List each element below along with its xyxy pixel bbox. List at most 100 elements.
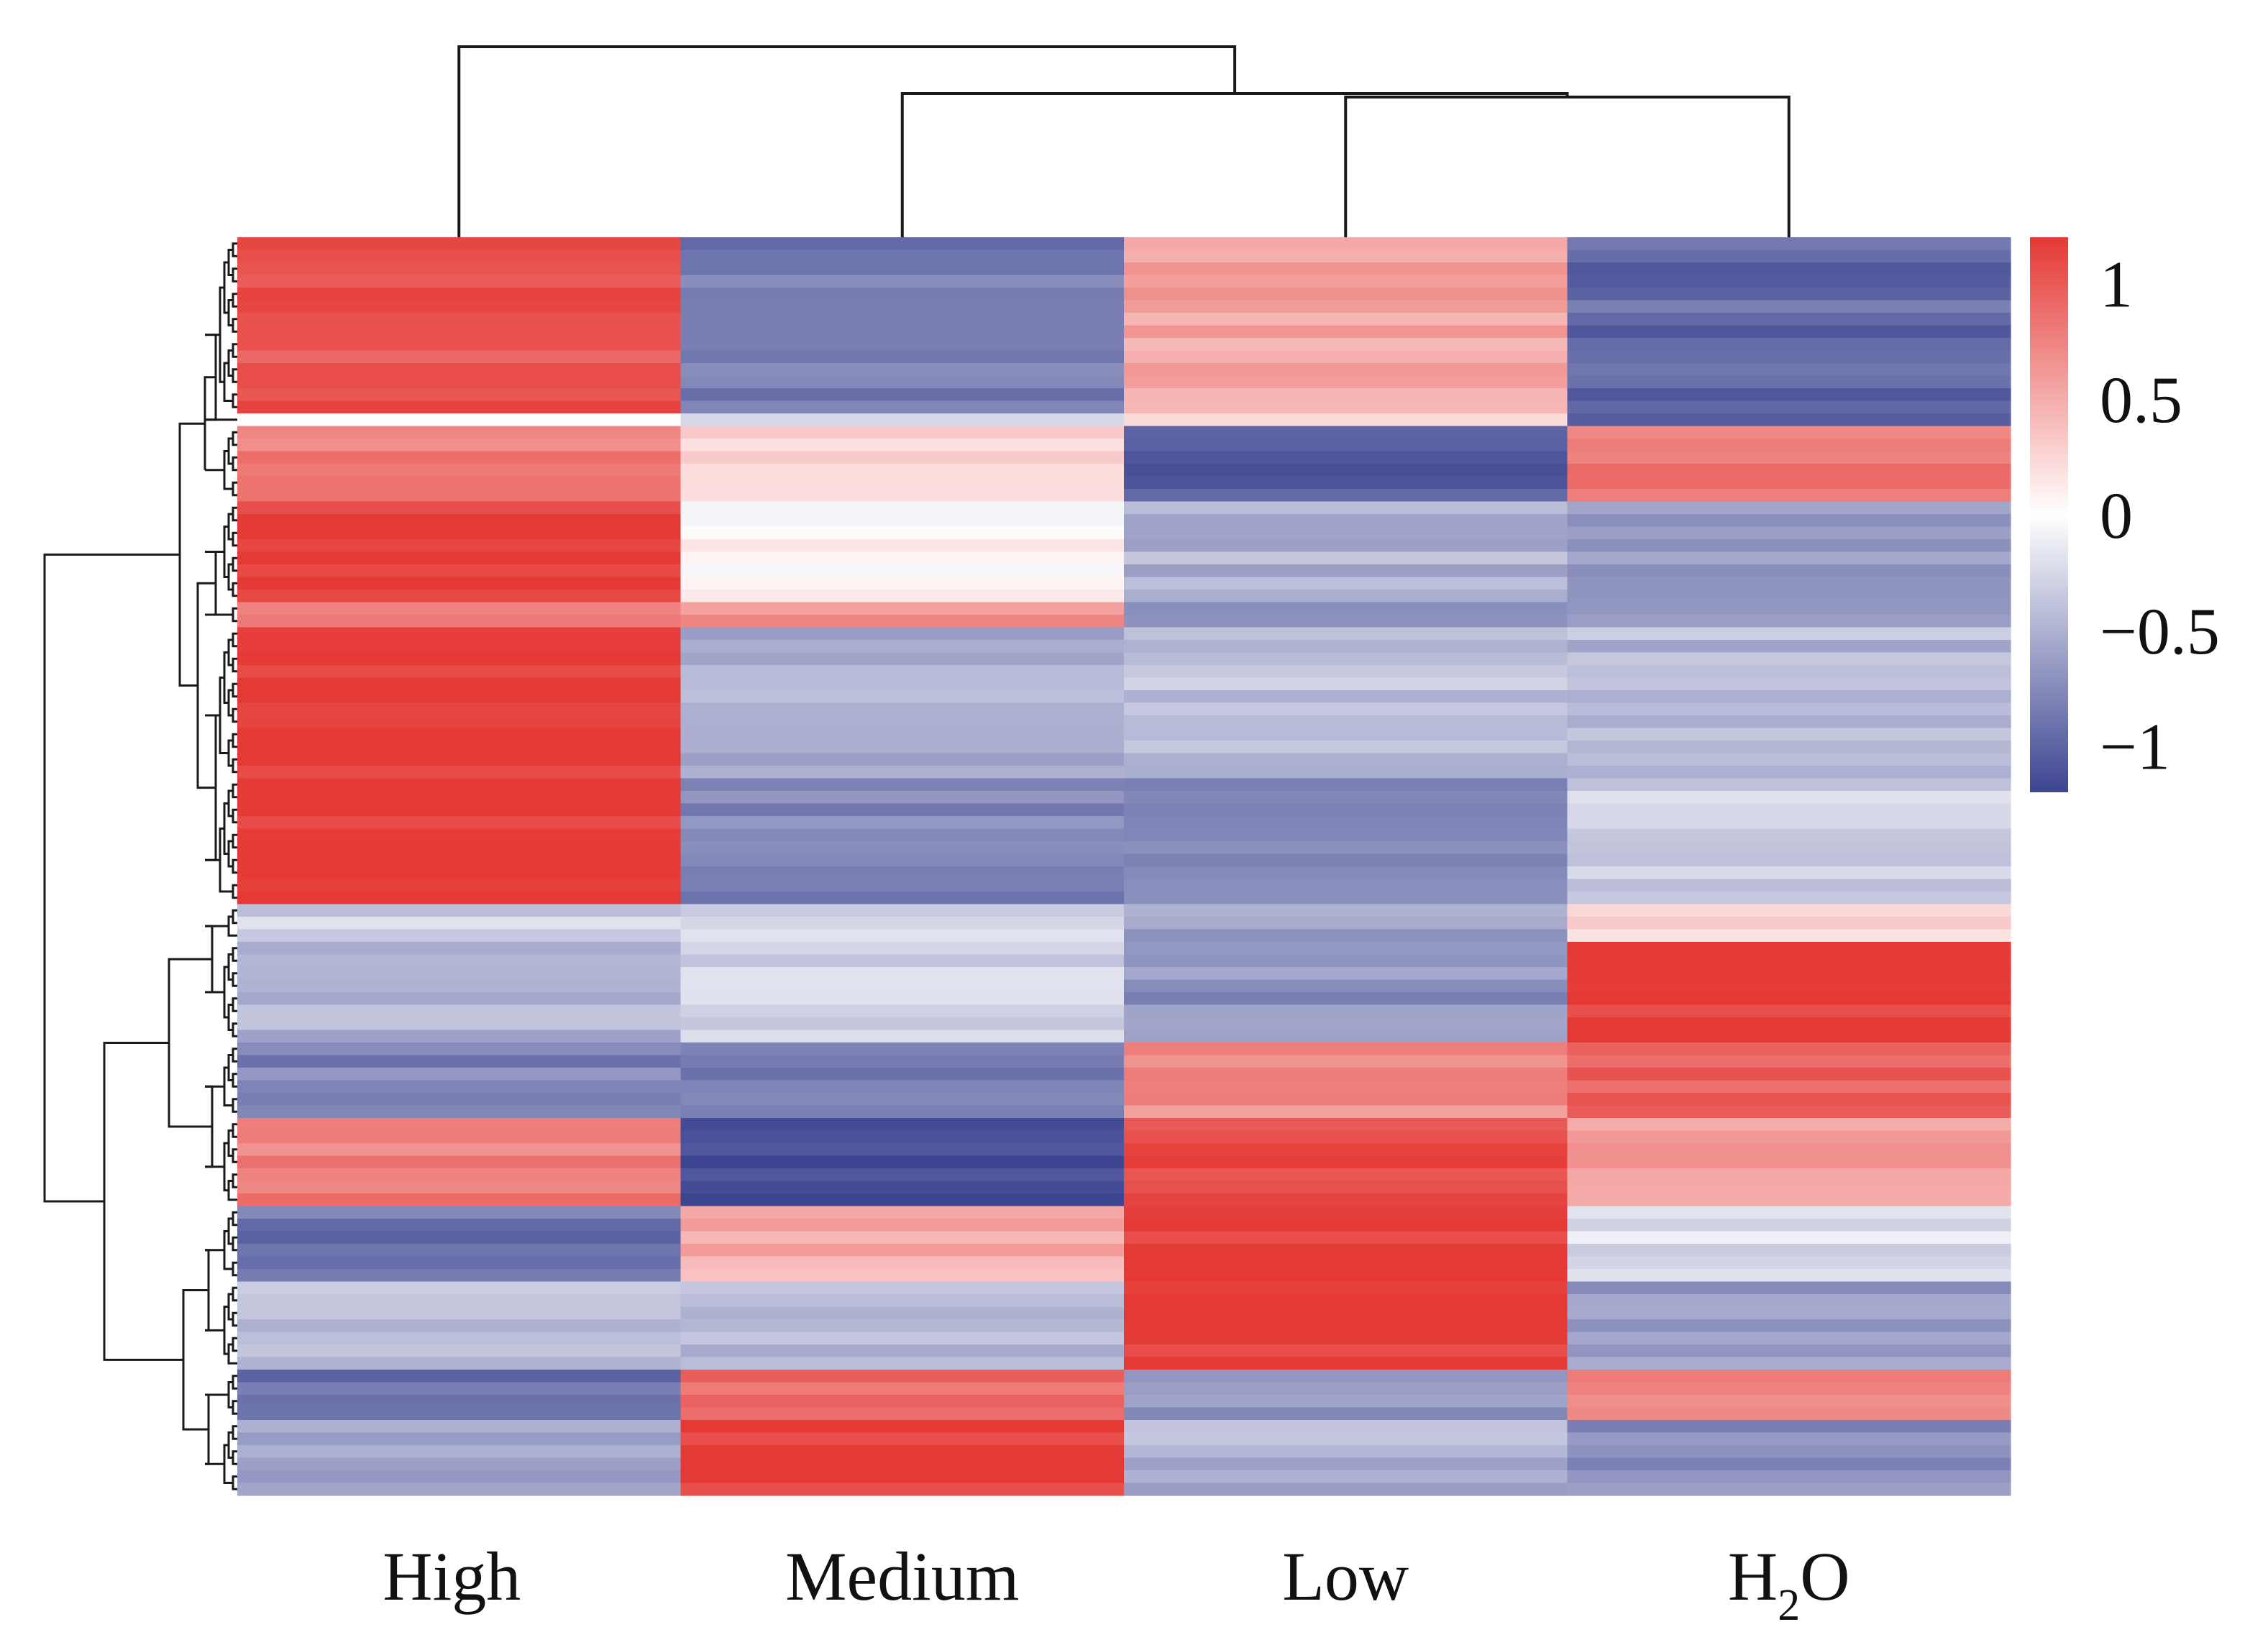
heatmap-cell (1567, 363, 2011, 377)
heatmap-cell (680, 929, 1125, 943)
row-dendrogram-branch (232, 481, 237, 497)
heatmap-cell (237, 313, 682, 326)
heatmap-cell (237, 1118, 682, 1132)
heatmap-cell (680, 766, 1125, 779)
heatmap-cell (237, 828, 682, 842)
heatmap-cell (680, 1017, 1125, 1031)
heatmap-cell (1567, 338, 2011, 352)
heatmap-cell (237, 1395, 682, 1408)
heatmap-cell (237, 627, 682, 641)
heatmap-cell (680, 400, 1125, 414)
heatmap-cell (680, 577, 1125, 590)
heatmap-cell (680, 665, 1125, 679)
heatmap-cell (1124, 1269, 1568, 1283)
heatmap-cell (1567, 1130, 2011, 1144)
heatmap-cell (1567, 400, 2011, 414)
heatmap-cell (237, 979, 682, 993)
heatmap-cell (680, 652, 1125, 666)
heatmap-cell (680, 942, 1125, 955)
heatmap-cell (237, 1004, 682, 1018)
heatmap-cell (1124, 715, 1568, 729)
heatmap-cell (680, 967, 1125, 981)
heatmap-cell (1567, 275, 2011, 288)
heatmap-cell (1124, 1457, 1568, 1471)
heatmap-cell (237, 766, 682, 779)
column-label: High (383, 1538, 521, 1615)
heatmap-cell (1567, 300, 2011, 313)
heatmap-cell (237, 1306, 682, 1320)
row-dendrogram-branch (232, 582, 237, 597)
row-dendrogram-branch (232, 1236, 237, 1252)
heatmap-cells (237, 237, 2011, 1496)
heatmap-cell (1124, 1470, 1568, 1484)
heatmap-cell (680, 350, 1125, 364)
heatmap-cell (1567, 753, 2011, 766)
heatmap-cell (1124, 1080, 1568, 1094)
heatmap-cell (1124, 1093, 1568, 1106)
heatmap-cell (1124, 388, 1568, 402)
heatmap-cell (237, 1231, 682, 1245)
heatmap-cell (1567, 1256, 2011, 1270)
heatmap-cell (1124, 954, 1568, 968)
column-label: H2O (1728, 1538, 1850, 1630)
heatmap-cell (237, 388, 682, 402)
heatmap-cell (1567, 828, 2011, 842)
row-dendrogram-branch (232, 431, 237, 446)
heatmap-cell (1567, 917, 2011, 930)
heatmap-cell (1124, 1357, 1568, 1370)
row-dendrogram-branch (232, 1375, 237, 1390)
heatmap-cell (680, 1155, 1125, 1169)
heatmap-cell (1124, 640, 1568, 654)
heatmap-cell (1567, 728, 2011, 741)
heatmap-cell (680, 1206, 1125, 1219)
heatmap-cell (680, 1281, 1125, 1295)
colorbar-tick-label: −1 (2100, 710, 2170, 784)
heatmap-cell (237, 929, 682, 943)
heatmap-cell (680, 753, 1125, 766)
heatmap-cell (237, 1143, 682, 1157)
row-dendrogram-branch (232, 607, 237, 623)
heatmap-cell (680, 1420, 1125, 1434)
colorbar: 1 0.5 0 −0.5 −1 (2030, 237, 2220, 792)
row-dendrogram-branch (232, 456, 237, 472)
row-dendrogram-branch (232, 368, 237, 383)
heatmap-cell (1124, 501, 1568, 515)
heatmap-cell (1124, 652, 1568, 666)
heatmap-cell (1567, 1017, 2011, 1031)
heatmap-cell (237, 1281, 682, 1295)
heatmap-cell (680, 1168, 1125, 1182)
heatmap-cell (680, 439, 1125, 452)
heatmap-cell (237, 1068, 682, 1081)
heatmap-cell (1567, 602, 2011, 615)
heatmap-cell (1567, 702, 2011, 716)
heatmap-cell (1567, 1219, 2011, 1232)
heatmap-cell (1567, 237, 2011, 251)
heatmap-cell (1567, 1332, 2011, 1345)
row-dendrogram (43, 242, 237, 1490)
row-dendrogram-branch (232, 1261, 237, 1277)
heatmap-cell (1567, 1432, 2011, 1446)
heatmap-cell (1124, 702, 1568, 716)
heatmap-cell (1124, 1395, 1568, 1408)
heatmap-cell (1124, 1055, 1568, 1068)
heatmap-cell (1124, 942, 1568, 955)
column-dendrogram (457, 45, 1791, 237)
heatmap-cell (680, 816, 1125, 830)
heatmap-cell (237, 1017, 682, 1031)
heatmap-cell (237, 464, 682, 477)
row-dendrogram-branch (182, 1289, 209, 1431)
column-dendrogram-branch (1344, 96, 1791, 237)
heatmap-cell (1124, 1344, 1568, 1358)
heatmap-cell (1124, 1420, 1568, 1434)
heatmap-cell (680, 1332, 1125, 1345)
heatmap-cell (237, 1105, 682, 1119)
heatmap-cell (680, 1193, 1125, 1207)
heatmap-cell (237, 489, 682, 503)
heatmap-cell (1567, 451, 2011, 464)
heatmap-cell (680, 1370, 1125, 1383)
column-labels: High Medium Low H2O (383, 1538, 1849, 1630)
heatmap-cell (237, 1219, 682, 1232)
row-dendrogram-branch (232, 1148, 237, 1163)
heatmap-cell (1124, 1432, 1568, 1446)
